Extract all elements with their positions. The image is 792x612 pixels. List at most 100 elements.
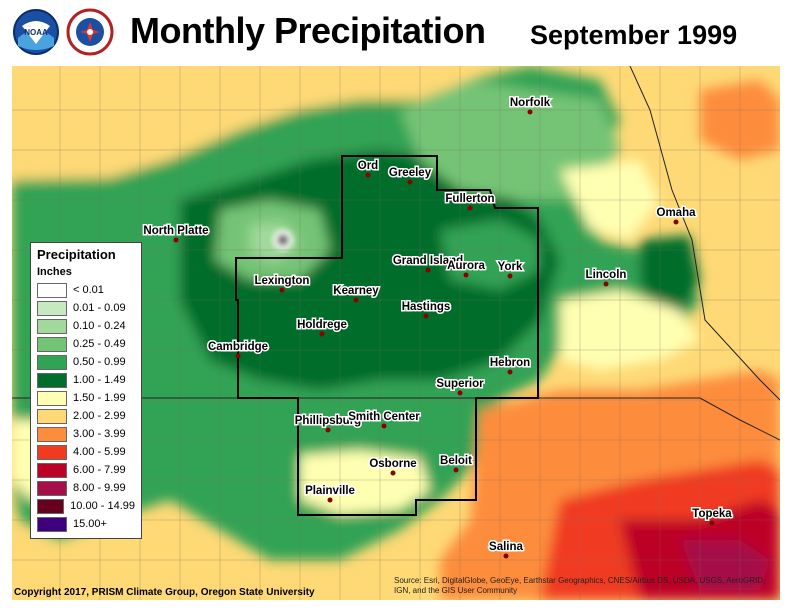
- city-hebron[interactable]: Hebron: [488, 356, 532, 375]
- city-marker-icon: [467, 205, 473, 211]
- city-marker-icon: [453, 467, 459, 473]
- city-label: Plainville: [305, 485, 355, 497]
- city-marker-icon: [327, 497, 333, 503]
- map-header: NOAA Monthly Precipitation September 199…: [0, 0, 792, 66]
- city-marker-icon: [235, 353, 241, 359]
- city-ord[interactable]: Ord: [356, 159, 380, 178]
- copyright-credit: Copyright 2017, PRISM Climate Group, Ore…: [14, 587, 315, 598]
- legend-label: 8.00 - 9.99: [73, 482, 126, 494]
- legend-item: 0.10 - 0.24: [37, 317, 135, 335]
- legend-label: < 0.01: [73, 284, 104, 296]
- city-marker-icon: [407, 179, 413, 185]
- city-label: Aurora: [447, 260, 485, 272]
- forecast-area-boundary: [235, 155, 539, 516]
- legend-label: 6.00 - 7.99: [73, 464, 126, 476]
- legend-units: Inches: [37, 266, 72, 278]
- city-label: York: [498, 261, 523, 273]
- city-norfolk[interactable]: Norfolk: [508, 96, 552, 115]
- city-marker-icon: [173, 237, 179, 243]
- city-fullerton[interactable]: Fullerton: [444, 192, 496, 211]
- legend-label: 4.00 - 5.99: [73, 446, 126, 458]
- legend-item: 15.00+: [37, 515, 135, 533]
- city-smith-center[interactable]: Smith Center: [347, 410, 422, 429]
- city-marker-icon: [503, 553, 509, 559]
- basemap-source: Source: Esri, DigitalGlobe, GeoEye, Eart…: [394, 576, 766, 595]
- city-label: Smith Center: [348, 411, 420, 423]
- city-marker-icon: [527, 109, 533, 115]
- legend-swatch: [37, 372, 67, 388]
- legend-items: < 0.01 0.01 - 0.09 0.10 - 0.24 0.25 - 0.49 0…: [37, 281, 135, 533]
- city-label: Osborne: [369, 458, 416, 470]
- legend-item: 0.25 - 0.49: [37, 335, 135, 353]
- legend-item: < 0.01: [37, 281, 135, 299]
- legend-swatch: [37, 336, 67, 352]
- city-label: Grand Island: [393, 255, 463, 267]
- legend-item: 1.50 - 1.99: [37, 389, 135, 407]
- legend-item: 8.00 - 9.99: [37, 479, 135, 497]
- legend-label: 1.50 - 1.99: [73, 392, 126, 404]
- city-marker-icon: [507, 369, 513, 375]
- city-superior[interactable]: Superior: [435, 377, 486, 396]
- city-aurora[interactable]: Aurora: [446, 259, 487, 278]
- city-beloit[interactable]: Beloit: [439, 454, 474, 473]
- legend-swatch: [37, 408, 67, 424]
- city-hastings[interactable]: Hastings: [400, 300, 452, 319]
- legend-title: Precipitation: [37, 247, 116, 262]
- city-label: Lincoln: [586, 269, 627, 281]
- legend-swatch: [37, 480, 67, 496]
- legend-item: 4.00 - 5.99: [37, 443, 135, 461]
- legend-item: 2.00 - 2.99: [37, 407, 135, 425]
- legend-item: 0.01 - 0.09: [37, 299, 135, 317]
- city-york[interactable]: York: [496, 260, 524, 279]
- city-lexington[interactable]: Lexington: [253, 274, 311, 293]
- legend-label: 1.00 - 1.49: [73, 374, 126, 386]
- legend-swatch: [37, 300, 67, 316]
- city-grand-island[interactable]: Grand Island: [391, 254, 465, 273]
- precipitation-map[interactable]: Ord Greeley Norfolk Fullerton North Platte Om…: [12, 66, 780, 600]
- legend-label: 15.00+: [73, 518, 107, 530]
- city-label: Salina: [489, 541, 523, 553]
- nws-logo: [66, 8, 114, 56]
- legend-swatch: [37, 318, 67, 334]
- city-holdrege[interactable]: Holdrege: [296, 318, 348, 337]
- city-label: Ord: [358, 160, 378, 172]
- legend: Precipitation Inches < 0.01 0.01 - 0.09 0.…: [30, 242, 142, 539]
- legend-item: 1.00 - 1.49: [37, 371, 135, 389]
- city-marker-icon: [673, 219, 679, 225]
- city-greeley[interactable]: Greeley: [387, 166, 433, 185]
- noaa-logo: NOAA: [13, 9, 59, 55]
- legend-swatch: [37, 462, 67, 478]
- city-osborne[interactable]: Osborne: [368, 457, 418, 476]
- city-north-platte[interactable]: North Platte: [142, 224, 210, 243]
- legend-swatch: [37, 354, 67, 370]
- legend-label: 0.01 - 0.09: [73, 302, 126, 314]
- city-label: North Platte: [143, 225, 208, 237]
- city-salina[interactable]: Salina: [488, 540, 525, 559]
- noaa-logo-text: NOAA: [24, 28, 48, 37]
- legend-label: 3.00 - 3.99: [73, 428, 126, 440]
- legend-item: 3.00 - 3.99: [37, 425, 135, 443]
- city-label: Hebron: [490, 357, 530, 369]
- city-marker-icon: [319, 331, 325, 337]
- city-label: Omaha: [657, 207, 697, 219]
- city-lincoln[interactable]: Lincoln: [584, 268, 628, 287]
- city-label: Phillipsburg: [295, 415, 361, 427]
- city-kearney[interactable]: Kearney: [332, 284, 381, 303]
- city-phillipsburg[interactable]: Phillipsburg: [293, 414, 363, 433]
- city-marker-icon: [325, 427, 331, 433]
- city-label: Topeka: [692, 508, 732, 520]
- legend-label: 0.50 - 0.99: [73, 356, 126, 368]
- city-topeka[interactable]: Topeka: [691, 507, 734, 526]
- city-label: Lexington: [255, 275, 310, 287]
- city-plainville[interactable]: Plainville: [304, 484, 356, 503]
- legend-swatch: [37, 390, 67, 406]
- city-label: Norfolk: [510, 97, 551, 109]
- city-omaha[interactable]: Omaha: [655, 206, 698, 225]
- legend-item: 10.00 - 14.99: [37, 497, 135, 515]
- city-marker-icon: [353, 297, 359, 303]
- city-label: Kearney: [333, 285, 379, 297]
- city-layer: Ord Greeley Norfolk Fullerton North Platte Om…: [142, 96, 734, 559]
- city-cambridge[interactable]: Cambridge: [206, 340, 270, 359]
- city-marker-icon: [425, 267, 431, 273]
- city-marker-icon: [709, 520, 715, 526]
